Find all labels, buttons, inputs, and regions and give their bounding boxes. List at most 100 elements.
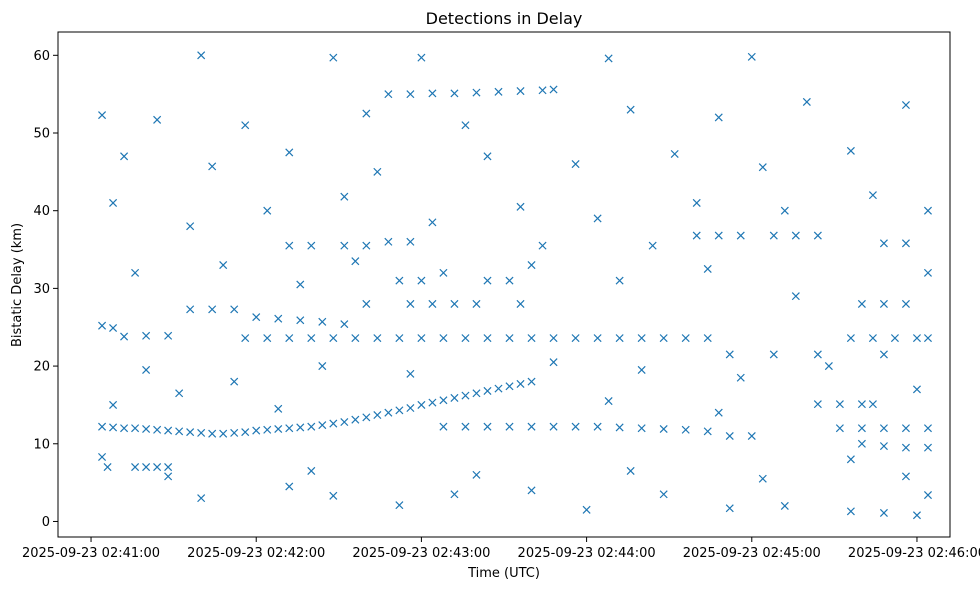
data-point <box>450 490 459 499</box>
data-point <box>824 362 833 371</box>
data-point <box>846 146 855 155</box>
x-axis-label: Time (UTC) <box>467 566 540 581</box>
data-point <box>879 239 888 248</box>
data-point <box>362 413 371 422</box>
data-point <box>714 231 723 240</box>
data-point <box>747 431 756 441</box>
data-point <box>615 334 624 343</box>
data-point <box>186 222 195 231</box>
data-point <box>406 369 415 378</box>
y-tick-label: 20 <box>33 360 50 375</box>
data-point <box>241 428 250 437</box>
data-point <box>868 191 877 200</box>
data-point <box>791 292 800 301</box>
data-point <box>846 334 855 343</box>
data-point <box>208 429 217 438</box>
data-point <box>857 439 866 448</box>
data-point <box>516 299 525 308</box>
data-point <box>109 400 118 409</box>
data-point <box>417 276 426 285</box>
data-point <box>461 422 470 431</box>
data-point <box>428 89 437 98</box>
data-point <box>252 426 261 435</box>
data-point <box>923 334 932 343</box>
data-point <box>406 90 415 99</box>
chart-title: Detections in Delay <box>426 9 583 28</box>
data-point <box>879 299 888 308</box>
data-point <box>164 472 173 481</box>
data-point <box>98 452 107 462</box>
data-point <box>252 313 261 322</box>
data-point <box>109 198 118 207</box>
data-point <box>901 443 910 452</box>
data-point <box>450 89 459 98</box>
data-point <box>230 377 239 386</box>
data-point <box>263 425 272 434</box>
data-point <box>120 332 129 341</box>
data-point <box>791 231 800 240</box>
data-point <box>923 443 932 452</box>
data-point <box>175 389 184 398</box>
x-tick-label: 2025-09-23 02:44:00 <box>518 546 656 561</box>
data-point <box>461 334 470 343</box>
x-tick-label: 2025-09-23 02:43:00 <box>352 546 490 561</box>
data-point <box>417 400 426 409</box>
data-point <box>813 231 822 240</box>
data-point <box>351 257 360 266</box>
data-point <box>813 400 822 409</box>
data-point <box>615 276 624 285</box>
data-point <box>890 334 899 343</box>
data-point <box>439 268 448 277</box>
data-point <box>296 316 305 325</box>
data-point <box>483 152 492 161</box>
data-point <box>857 424 866 433</box>
data-point <box>571 160 580 169</box>
data-point <box>142 463 151 472</box>
data-point <box>813 350 822 359</box>
data-point <box>318 317 327 326</box>
data-point <box>780 206 789 215</box>
data-point <box>505 276 514 285</box>
data-point <box>208 162 217 171</box>
data-point <box>879 508 888 517</box>
data-point <box>494 384 503 393</box>
data-point <box>164 463 173 472</box>
data-point <box>98 422 107 431</box>
y-tick-label: 10 <box>33 437 50 452</box>
data-point <box>340 417 349 427</box>
data-point <box>340 192 349 201</box>
data-point <box>153 425 162 434</box>
data-point <box>373 334 382 343</box>
data-point <box>395 406 404 415</box>
data-point <box>103 463 112 472</box>
data-point <box>516 202 525 211</box>
data-point <box>98 321 107 330</box>
data-point <box>142 424 151 434</box>
data-point <box>912 385 921 394</box>
data-point <box>450 299 459 308</box>
data-point <box>527 334 536 343</box>
data-point <box>219 261 228 270</box>
x-tick-label: 2025-09-23 02:41:00 <box>22 546 160 561</box>
data-point <box>395 501 404 510</box>
data-point <box>483 422 492 431</box>
data-point <box>505 422 514 431</box>
data-point <box>527 486 536 495</box>
data-point <box>483 276 492 285</box>
data-point <box>340 241 349 250</box>
data-point <box>373 167 382 176</box>
data-point <box>285 148 294 157</box>
data-point <box>131 424 140 433</box>
data-point <box>230 428 239 437</box>
data-point <box>230 305 239 314</box>
data-point <box>681 425 690 434</box>
data-point <box>109 323 118 333</box>
data-point <box>417 53 426 62</box>
data-point <box>912 511 921 520</box>
data-point <box>659 334 668 343</box>
data-point <box>428 299 437 308</box>
data-point <box>120 424 129 433</box>
data-point <box>802 97 811 106</box>
data-point <box>285 424 294 433</box>
